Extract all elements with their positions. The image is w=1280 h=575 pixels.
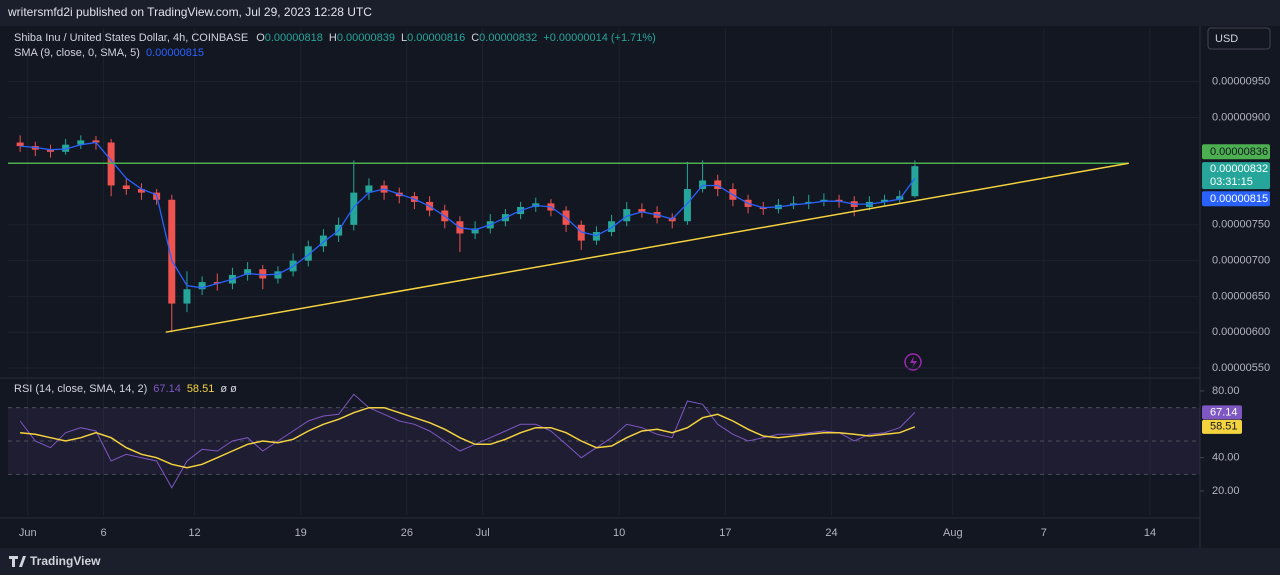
rsi-value-label: 58.51: [1210, 421, 1238, 433]
ohlc-value: 0.00000832: [479, 32, 537, 44]
rsi-legend-value: 67.14: [153, 383, 181, 395]
brand-name: TradingView: [30, 554, 101, 568]
indicator-legend: SMA (9, close, 0, SMA, 5) 0.00000815: [14, 47, 204, 59]
x-tick-label: 19: [295, 527, 307, 539]
x-tick-label: Aug: [943, 527, 963, 539]
candle-body: [790, 203, 798, 205]
ohlc-key: C: [471, 32, 479, 44]
candle-body: [62, 144, 70, 152]
indicator-value: 0.00000815: [146, 47, 204, 59]
last-price-label: 0.00000832: [1210, 163, 1268, 175]
candle-body: [638, 209, 646, 212]
x-tick-label: 24: [825, 527, 837, 539]
candle-body: [608, 221, 616, 232]
candle-body: [881, 199, 889, 202]
line-price-box: [1202, 144, 1270, 160]
bottom-bar: [0, 548, 1280, 575]
indicator-name: SMA (9, close, 0, SMA, 5): [14, 47, 140, 59]
y-tick-label: 0.00000950: [1212, 76, 1270, 88]
y-tick-label: 0.00000650: [1212, 290, 1270, 302]
candle-body: [46, 149, 54, 152]
candle-body: [350, 192, 358, 225]
candle-body: [183, 289, 191, 304]
sma-line: [20, 141, 916, 289]
candle-body: [122, 185, 130, 190]
candle-body: [168, 199, 176, 304]
candle-body: [304, 246, 312, 261]
candle-body: [259, 269, 267, 279]
rsi-value-label: 67.14: [1210, 406, 1238, 418]
rsi-legend-value: 58.51: [187, 383, 215, 395]
rsi-value-box: [1202, 405, 1242, 420]
y-tick-label: 0.00000550: [1212, 362, 1270, 374]
alert-icon[interactable]: [904, 353, 922, 371]
currency-label: USD: [1215, 33, 1238, 45]
candle-body: [16, 142, 24, 147]
x-tick-label: 6: [100, 527, 106, 539]
rsi-na: ø ø: [220, 383, 237, 395]
candle-body: [805, 201, 813, 204]
candle-body: [592, 231, 600, 241]
rsi-line: [20, 406, 916, 469]
published-line: writersmfd2i published on TradingView.co…: [7, 5, 372, 19]
alert-bolt: [910, 356, 917, 368]
ohlc-value: 0.00000816: [407, 32, 465, 44]
y-tick-label: 20.00: [1212, 485, 1240, 497]
candle-body: [714, 180, 722, 190]
line-price-label: 0.00000836: [1210, 146, 1268, 158]
x-tick-label: 10: [613, 527, 625, 539]
symbol-title: Shiba Inu / United States Dollar, 4h, CO…: [14, 32, 248, 44]
symbol-legend: Shiba Inu / United States Dollar, 4h, CO…: [14, 32, 656, 44]
ohlc-value: 0.00000818: [265, 32, 323, 44]
rsi-legend: RSI (14, close, SMA, 14, 2) 67.14 58.51 ø ø: [14, 383, 237, 395]
brand-logo: [9, 556, 26, 567]
x-tick-label: 17: [719, 527, 731, 539]
x-tick-label: 14: [1144, 527, 1156, 539]
x-tick-label: Jul: [476, 527, 490, 539]
candle-body: [577, 224, 585, 241]
x-tick-label: 7: [1041, 527, 1047, 539]
top-bar: [0, 0, 1280, 26]
rsi-title: RSI (14, close, SMA, 14, 2): [14, 383, 147, 395]
candle-body: [471, 228, 479, 234]
x-tick-label: Jun: [19, 527, 37, 539]
candle-body: [198, 282, 206, 290]
countdown-label: 03:31:15: [1210, 176, 1253, 188]
candle-body: [911, 166, 919, 197]
y-tick-label: 40.00: [1212, 452, 1240, 464]
last-price-box: [1202, 162, 1270, 190]
candle-body: [623, 209, 631, 222]
x-tick-label: 26: [401, 527, 413, 539]
candle-body: [683, 189, 691, 222]
y-tick-label: 0.00000900: [1212, 111, 1270, 123]
trend-line: [165, 162, 1129, 333]
candle-body: [244, 269, 252, 275]
sma-price-label: 0.00000815: [1210, 193, 1268, 205]
ohlc-value: 0.00000839: [337, 32, 395, 44]
y-tick-label: 0.00000600: [1212, 326, 1270, 338]
rsi-value-box: [1202, 419, 1242, 434]
candle-body: [319, 235, 327, 247]
candle-body: [835, 199, 843, 202]
candle-body: [365, 185, 373, 193]
candle-body: [92, 140, 100, 143]
candle-body: [699, 180, 707, 190]
ohlc-key: L: [401, 32, 407, 44]
currency-button[interactable]: [1207, 27, 1271, 50]
sma-price-box: [1202, 191, 1270, 207]
ohlc-key: H: [329, 32, 337, 44]
candle-body: [137, 189, 145, 193]
y-tick-label: 80.00: [1212, 385, 1240, 397]
change-value: +0.00000014 (+1.71%): [543, 32, 656, 44]
x-tick-label: 12: [188, 527, 200, 539]
candle-body: [77, 140, 85, 145]
rsi-line: [19, 393, 916, 489]
ohlc-key: O: [256, 32, 265, 44]
candle-body: [213, 282, 221, 284]
y-tick-label: 0.00000750: [1212, 219, 1270, 231]
candle-body: [274, 271, 282, 279]
y-tick-label: 0.00000700: [1212, 255, 1270, 267]
